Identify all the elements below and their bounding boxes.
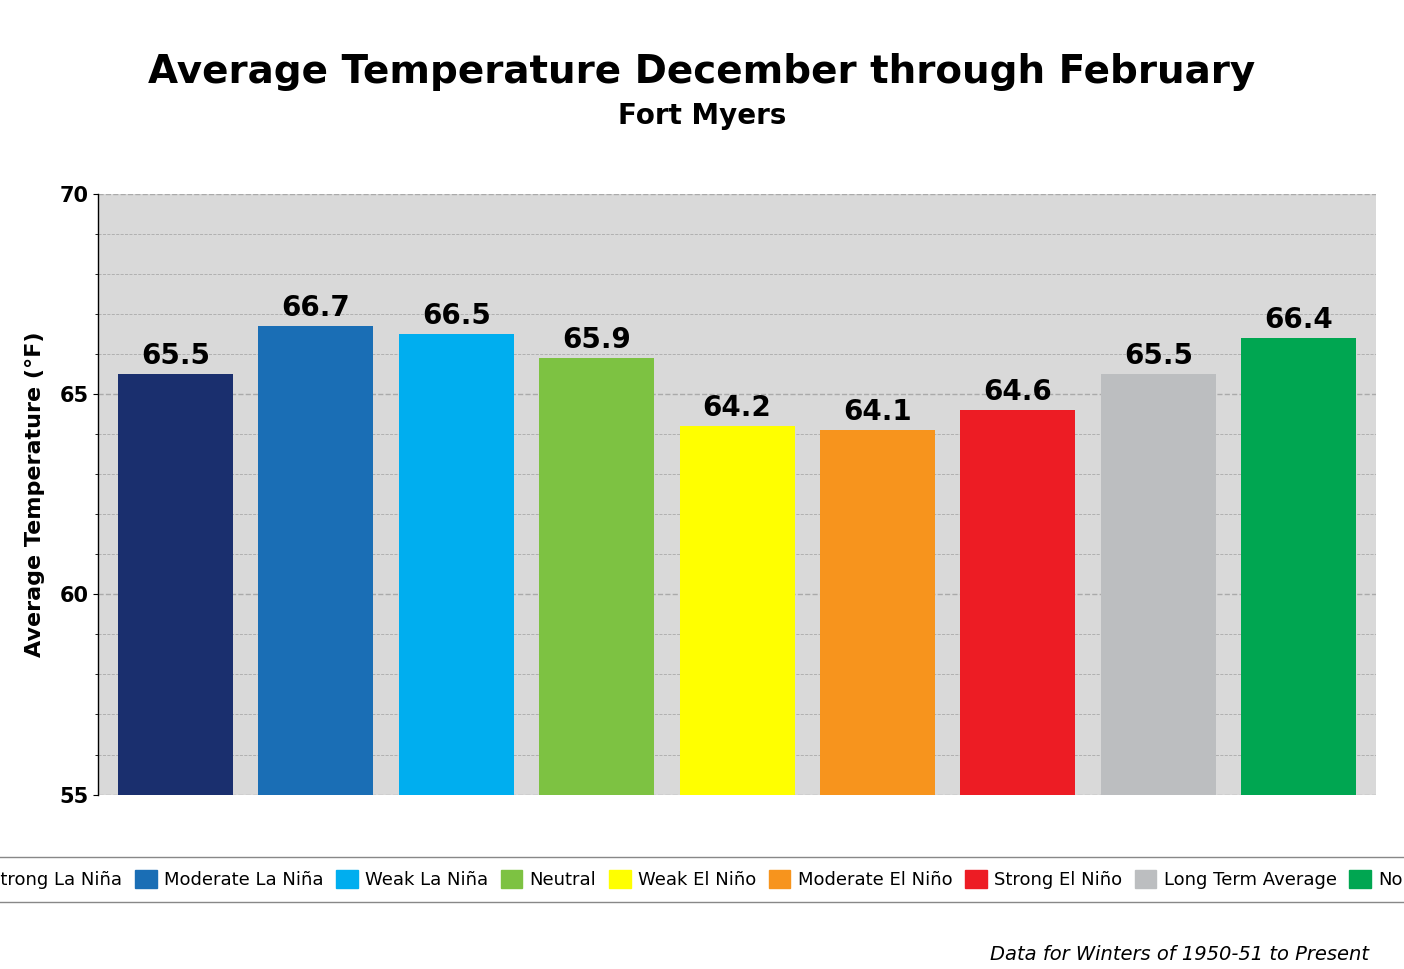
Bar [680,426,795,795]
Bar [1241,338,1356,795]
Text: 64.1: 64.1 [844,398,911,426]
Text: 66.5: 66.5 [421,302,491,330]
Text: 65.5: 65.5 [1123,342,1193,370]
Text: Fort Myers: Fort Myers [618,102,786,130]
Text: Average Temperature December through February: Average Temperature December through Feb… [149,53,1255,91]
Y-axis label: Average Temperature (°F): Average Temperature (°F) [25,331,45,657]
Text: 66.7: 66.7 [282,294,350,322]
Text: 64.6: 64.6 [984,378,1052,406]
Text: 65.5: 65.5 [140,342,211,370]
Text: 65.9: 65.9 [563,326,630,354]
Text: 64.2: 64.2 [703,394,771,422]
Bar [118,374,233,795]
Bar [539,358,654,795]
Text: 66.4: 66.4 [1265,306,1332,334]
Bar [399,334,514,795]
Text: Data for Winters of 1950-51 to Present: Data for Winters of 1950-51 to Present [990,945,1369,964]
Legend: Strong La Niña, Moderate La Niña, Weak La Niña, Neutral, Weak El Niño, Moderate : Strong La Niña, Moderate La Niña, Weak L… [0,858,1404,902]
Bar [1101,374,1216,795]
Bar [820,430,935,795]
Bar [258,326,373,795]
Bar [960,410,1075,795]
